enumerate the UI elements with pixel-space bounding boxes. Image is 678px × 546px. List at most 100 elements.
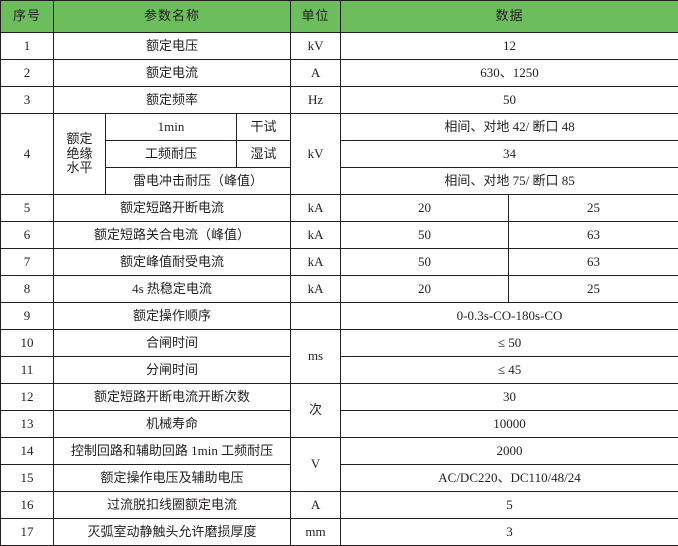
- row-data-value: 3: [341, 519, 678, 546]
- row-unit: mm: [291, 519, 341, 546]
- row-data-value-left: 20: [341, 276, 509, 303]
- row-unit: [291, 303, 341, 330]
- row-parameter-name: 控制回路和辅助回路 1min 工频耐压: [54, 438, 291, 465]
- insulation-test-type: 湿试: [237, 141, 291, 168]
- table-row: 4 额定 绝缘 水平 1min 干试 kV 相间、对地 42/ 断口 48: [1, 114, 678, 141]
- row-parameter-name: 额定电压: [54, 33, 291, 60]
- row-data-value: ≤ 50: [341, 330, 678, 357]
- row-index: 13: [1, 411, 54, 438]
- header-parameter: 参数名称: [54, 1, 291, 33]
- table-row: 5 额定短路开断电流 kA 20 25: [1, 195, 678, 222]
- row-index: 14: [1, 438, 54, 465]
- row-data-value-right: 25: [509, 195, 678, 222]
- row-data-value: 相间、对地 75/ 断口 85: [341, 168, 678, 195]
- insulation-test-type: 干试: [237, 114, 291, 141]
- insulation-subrow-name: 1min: [106, 114, 237, 141]
- row-data-value-left: 50: [341, 249, 509, 276]
- row-unit: A: [291, 60, 341, 87]
- row-index: 2: [1, 60, 54, 87]
- row-parameter-name: 机械寿命: [54, 411, 291, 438]
- row-index: 16: [1, 492, 54, 519]
- row-data-value: 0-0.3s-CO-180s-CO: [341, 303, 678, 330]
- table-body: 1 额定电压 kV 12 2 额定电流 A 630、1250 3 额定频率 Hz…: [1, 33, 678, 546]
- row-parameter-name: 分闸时间: [54, 357, 291, 384]
- row-unit: kA: [291, 276, 341, 303]
- row-data-value: 相间、对地 42/ 断口 48: [341, 114, 678, 141]
- row-data-value: 12: [341, 33, 678, 60]
- table-row: 9 额定操作顺序 0-0.3s-CO-180s-CO: [1, 303, 678, 330]
- row-index: 12: [1, 384, 54, 411]
- insulation-group-label-line: 绝缘: [56, 147, 103, 162]
- table-row: 8 4s 热稳定电流 kA 20 25: [1, 276, 678, 303]
- row-data-value: 30: [341, 384, 678, 411]
- row-unit: V: [291, 438, 341, 492]
- insulation-subrow-name: 雷电冲击耐压（峰值）: [106, 168, 291, 195]
- row-data-value: ≤ 45: [341, 357, 678, 384]
- table-row: 6 额定短路关合电流（峰值） kA 50 63: [1, 222, 678, 249]
- row-index: 17: [1, 519, 54, 546]
- row-parameter-name: 额定峰值耐受电流: [54, 249, 291, 276]
- table-header-row: 序号 参数名称 单位 数据: [1, 1, 678, 33]
- table-row: 16 过流脱扣线圈额定电流 A 5: [1, 492, 678, 519]
- row-parameter-name: 额定电流: [54, 60, 291, 87]
- row-data-value: 34: [341, 141, 678, 168]
- row-parameter-name: 额定频率: [54, 87, 291, 114]
- table-row: 10 合闸时间 ms ≤ 50: [1, 330, 678, 357]
- table-row: 12 额定短路开断电流开断次数 次 30: [1, 384, 678, 411]
- row-data-value-right: 63: [509, 249, 678, 276]
- row-unit: kV: [291, 33, 341, 60]
- row-data-value: 50: [341, 87, 678, 114]
- table-row: 17 灭弧室动静触头允许磨损厚度 mm 3: [1, 519, 678, 546]
- row-parameter-name: 4s 热稳定电流: [54, 276, 291, 303]
- row-index: 8: [1, 276, 54, 303]
- row-unit: kA: [291, 249, 341, 276]
- row-data-value: 2000: [341, 438, 678, 465]
- header-unit: 单位: [291, 1, 341, 33]
- header-index: 序号: [1, 1, 54, 33]
- row-parameter-name: 合闸时间: [54, 330, 291, 357]
- row-parameter-name: 额定短路开断电流开断次数: [54, 384, 291, 411]
- row-data-value-left: 20: [341, 195, 509, 222]
- row-parameter-name: 额定操作顺序: [54, 303, 291, 330]
- row-unit: A: [291, 492, 341, 519]
- row-data-value-right: 25: [509, 276, 678, 303]
- row-unit: 次: [291, 384, 341, 438]
- row-parameter-name: 额定短路关合电流（峰值）: [54, 222, 291, 249]
- table-row: 2 额定电流 A 630、1250: [1, 60, 678, 87]
- insulation-group-label-line: 额定: [56, 132, 103, 147]
- row-index: 5: [1, 195, 54, 222]
- row-data-value: 10000: [341, 411, 678, 438]
- row-unit: kA: [291, 195, 341, 222]
- row-parameter-name: 灭弧室动静触头允许磨损厚度: [54, 519, 291, 546]
- insulation-group-label-line: 水平: [56, 161, 103, 176]
- row-unit: ms: [291, 330, 341, 384]
- row-index: 4: [1, 114, 54, 195]
- table-row: 1 额定电压 kV 12: [1, 33, 678, 60]
- row-index: 1: [1, 33, 54, 60]
- row-index: 11: [1, 357, 54, 384]
- insulation-group-label: 额定 绝缘 水平: [54, 114, 106, 195]
- row-unit: kV: [291, 114, 341, 195]
- table-row: 7 额定峰值耐受电流 kA 50 63: [1, 249, 678, 276]
- row-parameter-name: 过流脱扣线圈额定电流: [54, 492, 291, 519]
- row-index: 3: [1, 87, 54, 114]
- row-unit: Hz: [291, 87, 341, 114]
- row-unit: kA: [291, 222, 341, 249]
- row-index: 7: [1, 249, 54, 276]
- row-data-value-right: 63: [509, 222, 678, 249]
- header-data: 数据: [341, 1, 678, 33]
- row-index: 10: [1, 330, 54, 357]
- row-index: 9: [1, 303, 54, 330]
- row-data-value: 5: [341, 492, 678, 519]
- table-row: 14 控制回路和辅助回路 1min 工频耐压 V 2000: [1, 438, 678, 465]
- table-row: 3 额定频率 Hz 50: [1, 87, 678, 114]
- row-data-value: AC/DC220、DC110/48/24: [341, 465, 678, 492]
- row-data-value-left: 50: [341, 222, 509, 249]
- insulation-subrow-name: 工频耐压: [106, 141, 237, 168]
- row-parameter-name: 额定短路开断电流: [54, 195, 291, 222]
- row-data-value: 630、1250: [341, 60, 678, 87]
- row-index: 6: [1, 222, 54, 249]
- row-index: 15: [1, 465, 54, 492]
- row-parameter-name: 额定操作电压及辅助电压: [54, 465, 291, 492]
